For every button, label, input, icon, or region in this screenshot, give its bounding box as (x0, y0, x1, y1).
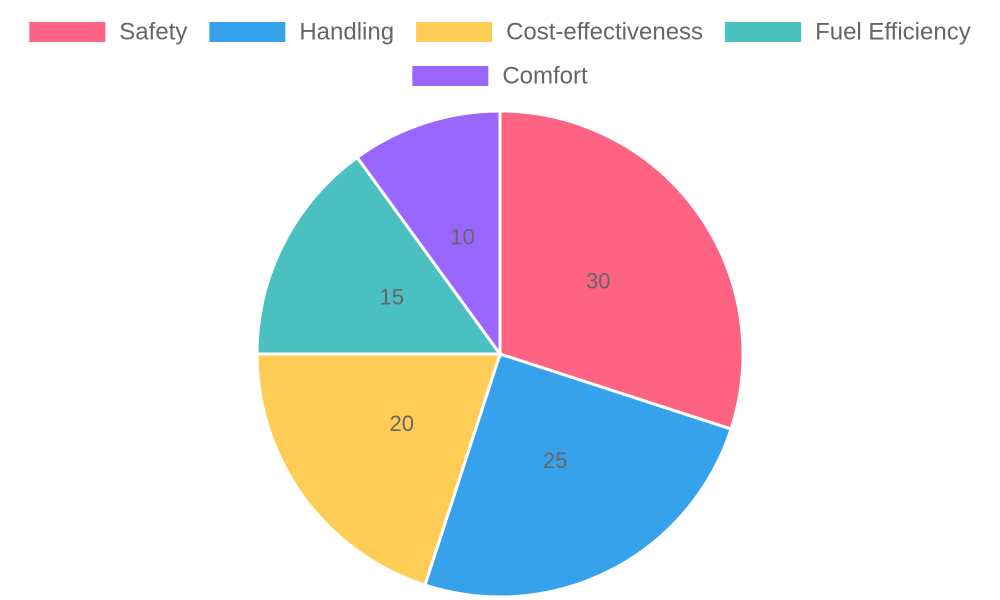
value-label: 10 (450, 224, 474, 249)
legend-item: Cost-effectiveness (416, 18, 703, 45)
legend: Safety Handling Cost-effectiveness Fuel Eff… (29, 18, 971, 89)
legend-item: Comfort (412, 62, 588, 89)
legend-label: Fuel Efficiency (815, 18, 971, 45)
value-label: 30 (586, 268, 610, 293)
pie-slice (355, 109, 502, 359)
legend-swatch (209, 22, 286, 42)
pie-slice (423, 352, 733, 599)
legend-swatch (412, 66, 489, 86)
legend-label: Handling (299, 18, 394, 45)
value-label: 25 (543, 448, 567, 473)
legend-item: Handling (209, 18, 394, 45)
pie-slice (255, 155, 503, 356)
legend-swatch (29, 22, 106, 42)
pie-slice (498, 109, 745, 431)
value-label: 20 (389, 411, 413, 436)
value-label: 15 (380, 285, 404, 310)
legend-label: Comfort (502, 62, 588, 89)
legend-item: Safety (29, 18, 187, 45)
legend-label: Safety (119, 18, 187, 45)
legend-item: Fuel Efficiency (725, 18, 971, 45)
legend-swatch (725, 22, 802, 42)
pie-slice (255, 352, 503, 587)
legend-swatch (416, 22, 493, 42)
legend-label: Cost-effectiveness (506, 18, 703, 45)
